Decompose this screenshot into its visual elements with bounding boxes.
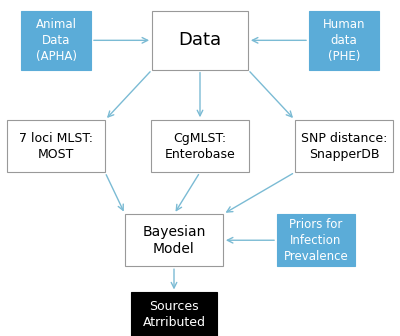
FancyBboxPatch shape: [125, 214, 223, 266]
Text: Animal
Data
(APHA): Animal Data (APHA): [36, 18, 76, 63]
Text: Bayesian
Model: Bayesian Model: [142, 224, 206, 256]
Text: CgMLST:
Enterobase: CgMLST: Enterobase: [165, 132, 235, 161]
FancyBboxPatch shape: [131, 292, 217, 336]
FancyBboxPatch shape: [152, 11, 248, 70]
Text: Priors for
Infection
Prevalence: Priors for Infection Prevalence: [284, 218, 348, 263]
Text: 7 loci MLST:
MOST: 7 loci MLST: MOST: [19, 132, 93, 161]
Text: Human
data
(PHE): Human data (PHE): [323, 18, 365, 63]
Text: SNP distance:
SnapperDB: SNP distance: SnapperDB: [301, 132, 387, 161]
FancyBboxPatch shape: [295, 120, 393, 172]
Text: Sources
Atrributed: Sources Atrributed: [142, 300, 206, 329]
Text: Data: Data: [178, 31, 222, 49]
FancyBboxPatch shape: [7, 120, 105, 172]
FancyBboxPatch shape: [21, 11, 91, 70]
FancyBboxPatch shape: [277, 214, 355, 266]
FancyBboxPatch shape: [309, 11, 379, 70]
FancyBboxPatch shape: [151, 120, 249, 172]
